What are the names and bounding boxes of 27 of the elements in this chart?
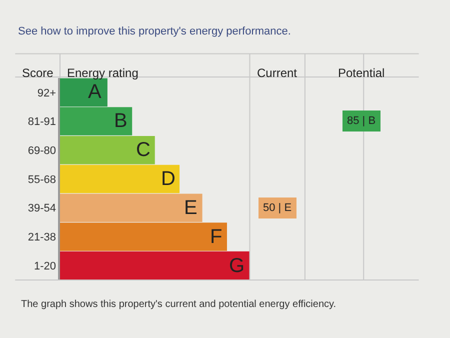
y-tick-label: 39-54 (28, 202, 56, 215)
bar (60, 194, 202, 222)
y-tick-label: 21-38 (28, 232, 56, 244)
y-tick-label: 92+ (37, 87, 56, 100)
annotation: B (114, 110, 128, 132)
bar (60, 164, 180, 194)
y-tick-label: 69-80 (28, 144, 56, 157)
annotation: A (88, 81, 102, 103)
text: Potential (338, 66, 385, 80)
y-tick-label: 81-91 (28, 116, 56, 128)
annotation: D (161, 168, 176, 190)
x-axis-title: Energy rating (67, 66, 138, 80)
text: Current (257, 66, 298, 80)
annotation: E (184, 197, 198, 219)
text: 50 | E (263, 202, 292, 214)
y-axis-title: Score (22, 66, 54, 80)
y-tick-label: 55-68 (28, 174, 56, 186)
annotation: G (229, 255, 245, 277)
bar (60, 222, 227, 251)
chart-title: See how to improve this property's energy performance. (18, 26, 291, 38)
bar (60, 251, 250, 280)
text: 85 | B (347, 115, 376, 127)
annotation: C (136, 139, 150, 161)
annotation: F (210, 226, 222, 248)
bar (60, 136, 155, 164)
text: The graph shows this property's current and potential energy efficiency. (21, 299, 336, 310)
y-tick-label: 1-20 (34, 260, 56, 272)
